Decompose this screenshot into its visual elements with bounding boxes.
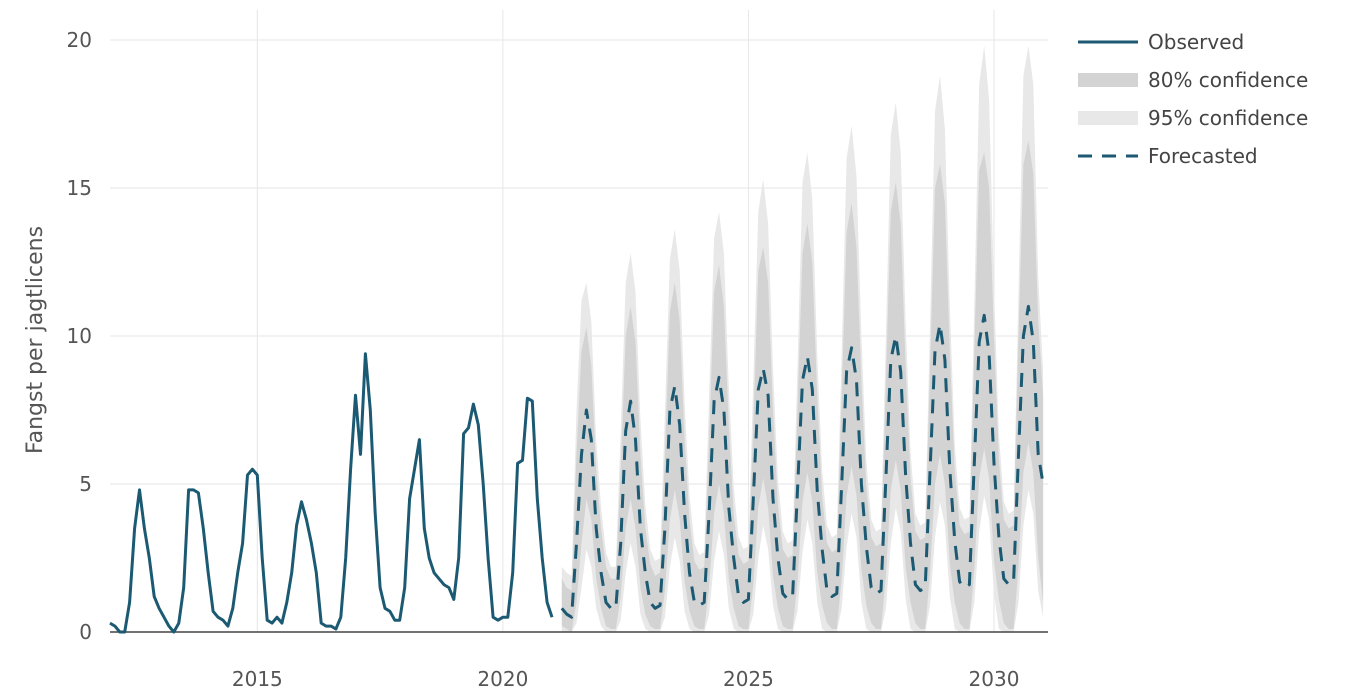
legend-swatch-band80	[1078, 73, 1138, 87]
x-tick-label-2020: 2020	[477, 667, 528, 691]
x-tick-label-2015: 2015	[232, 667, 283, 691]
band-80-confidence	[561, 140, 1044, 632]
x-tick-label-2025: 2025	[723, 667, 774, 691]
y-axis-title: Fangst per jagtlicens	[23, 226, 48, 454]
legend-item-band95[interactable]: 95% confidence	[1078, 106, 1308, 130]
y-tick-label-5: 5	[79, 472, 92, 496]
forecast-series	[560, 304, 1045, 619]
y-tick-label-15: 15	[67, 176, 92, 200]
y-tick-label-10: 10	[67, 324, 92, 348]
legend-item-forecast[interactable]: Forecasted	[1078, 144, 1258, 168]
legend-label-forecast: Forecasted	[1148, 144, 1258, 168]
observed-series	[109, 352, 554, 634]
legend-item-band80[interactable]: 80% confidence	[1078, 68, 1308, 92]
legend-label-band95: 95% confidence	[1148, 106, 1308, 130]
legend-swatch-band95	[1078, 111, 1138, 125]
band-80-area	[561, 140, 1044, 632]
y-tick-label-0: 0	[79, 620, 92, 644]
legend[interactable]: Observed 80% confidence 95% confidence Fore…	[1078, 30, 1308, 168]
legend-label-band80: 80% confidence	[1148, 68, 1308, 92]
forecast-line	[560, 304, 1045, 619]
legend-label-observed: Observed	[1148, 30, 1244, 54]
x-tick-label-2030: 2030	[969, 667, 1020, 691]
y-axis-ticks: 0 5 10 15 20	[67, 28, 92, 644]
y-tick-label-20: 20	[67, 28, 92, 52]
x-axis-ticks: 2015 2020 2025 2030	[232, 667, 1020, 691]
observed-line	[109, 352, 554, 634]
legend-item-observed[interactable]: Observed	[1078, 30, 1244, 54]
